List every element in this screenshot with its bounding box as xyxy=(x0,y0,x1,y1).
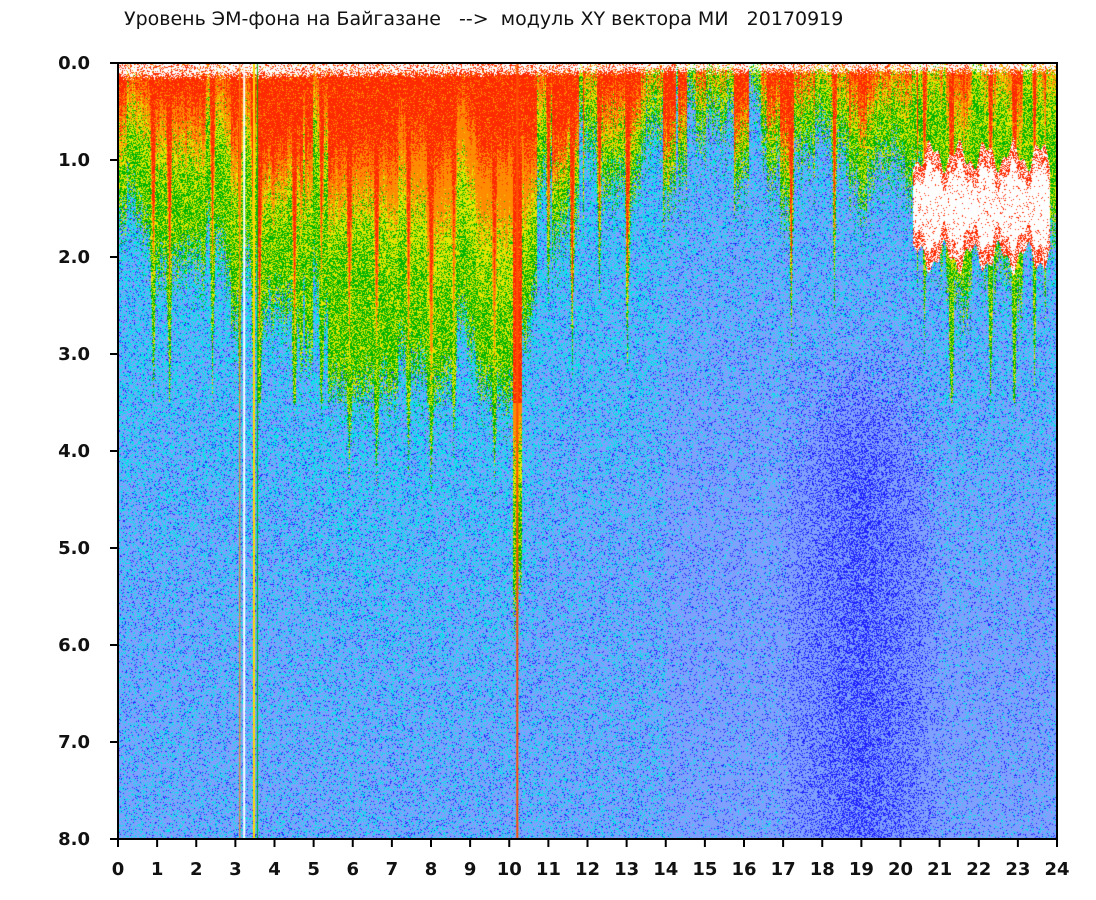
x-tick-label: 15 xyxy=(692,859,717,880)
x-tick-label: 4 xyxy=(268,859,281,880)
x-tick-label: 20 xyxy=(888,859,913,880)
x-tick-label: 16 xyxy=(731,859,756,880)
y-tick-label: 2.0 xyxy=(58,247,90,268)
y-tick-label: 5.0 xyxy=(58,538,90,559)
x-tick-label: 19 xyxy=(849,859,874,880)
x-tick-label: 10 xyxy=(497,859,522,880)
y-tick-label: 1.0 xyxy=(58,150,90,171)
y-tick-label: 4.0 xyxy=(58,441,90,462)
x-tick-label: 0 xyxy=(112,859,125,880)
y-axis: 0.0 1.0 2.0 3.0 4.0 5.0 6.0 7.0 8.0 xyxy=(58,53,118,850)
y-tick-label: 3.0 xyxy=(58,344,90,365)
x-tick-label: 22 xyxy=(966,859,991,880)
x-tick-label: 14 xyxy=(653,859,678,880)
x-tick-label: 23 xyxy=(1005,859,1030,880)
x-tick-label: 24 xyxy=(1044,859,1069,880)
heatmap-canvas xyxy=(118,63,1057,839)
x-tick-label: 3 xyxy=(229,859,242,880)
y-tick-label: 7.0 xyxy=(58,732,90,753)
x-tick-label: 21 xyxy=(927,859,952,880)
x-axis: 0 1 2 3 4 5 6 7 8 9 10 11 12 13 14 15 16 17 18 19 20 21 22 23 24 xyxy=(112,839,1070,880)
plot-frame xyxy=(117,62,1058,840)
chart-title: Уровень ЭМ-фона на Байгазане --> модуль … xyxy=(124,8,844,30)
x-tick-label: 1 xyxy=(151,859,164,880)
x-tick-label: 2 xyxy=(190,859,203,880)
y-tick-label: 8.0 xyxy=(58,829,90,850)
x-tick-label: 6 xyxy=(346,859,359,880)
x-tick-label: 9 xyxy=(464,859,477,880)
x-tick-label: 5 xyxy=(307,859,320,880)
y-tick-label: 0.0 xyxy=(58,53,90,74)
x-tick-label: 7 xyxy=(386,859,399,880)
x-tick-label: 8 xyxy=(425,859,438,880)
x-tick-label: 17 xyxy=(771,859,796,880)
y-tick-label: 6.0 xyxy=(58,635,90,656)
x-tick-label: 12 xyxy=(575,859,600,880)
x-tick-label: 18 xyxy=(810,859,835,880)
x-tick-label: 11 xyxy=(536,859,561,880)
x-tick-label: 13 xyxy=(614,859,639,880)
